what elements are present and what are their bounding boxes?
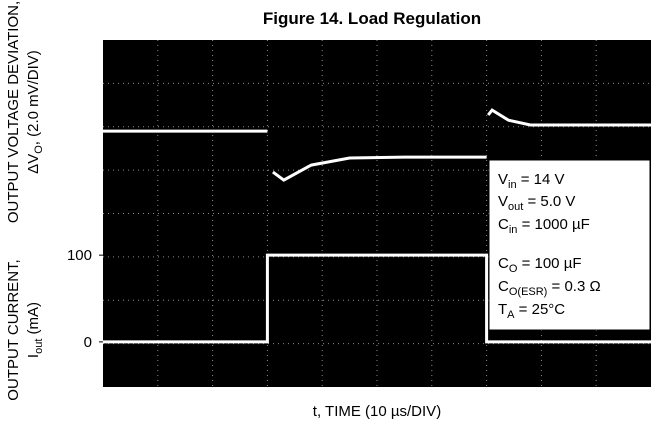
y-axis-label: Iout (mA) [25,302,45,358]
y2-axis-label-main: ΔV [25,154,42,174]
y2-axis-label: ΔVO, (2.0 mV/DIV) [25,50,45,174]
annotation-main: C [498,216,509,233]
annotation-main: V [498,193,508,210]
annotation-sub: O(ESR) [509,286,548,298]
annotation-sub: in [509,224,518,236]
annotation-tail: = 25°C [515,301,566,318]
y-axis-label-tail: (mA) [25,302,42,339]
y2-axis-label: OUTPUT VOLTAGE DEVIATION, [5,1,22,223]
annotation-tail: = 1000 µF [517,216,589,233]
y-axis-label-sub: out [33,339,45,354]
chart-title: Figure 14. Load Regulation [263,9,481,28]
annotation-main: T [498,301,507,318]
annotation-main: V [498,171,508,188]
annotation-tail: = 100 µF [517,255,581,272]
page-body: Figure 14. Load Regulation t, TIME (10 µ… [0,0,651,426]
x-axis-label: t, TIME (10 µs/DIV) [313,403,441,420]
y-axis-label: OUTPUT CURRENT, [5,259,22,400]
y2-axis-label-tail: , (2.0 mV/DIV) [25,50,42,145]
annotation-tail: = 5.0 V [523,193,575,210]
y-tick-label: 0 [84,334,92,351]
annotation-sub: in [508,179,517,191]
y-tick-label: 100 [67,247,92,264]
annotation-tail: = 0.3 Ω [547,278,600,295]
chart: Figure 14. Load Regulation t, TIME (10 µ… [0,0,651,426]
annotation-sub: out [508,201,523,213]
annotation-main: C [498,255,509,272]
page: {"chart_data": {"type": "line", "title":… [0,0,651,426]
annotation-main: C [498,278,509,295]
annotation-tail: = 14 V [517,171,565,188]
